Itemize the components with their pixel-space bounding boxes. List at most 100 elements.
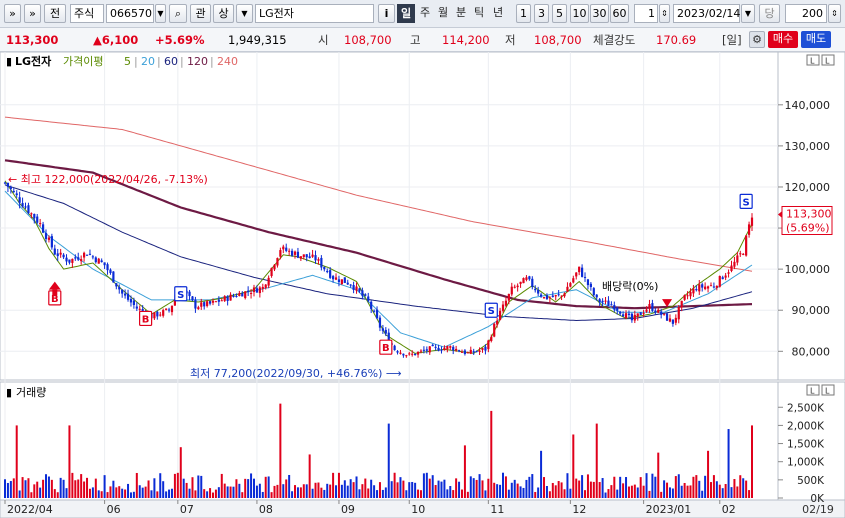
legend-ma-label[interactable]: 가격이평 [63, 55, 103, 68]
legend-ma120[interactable]: 120 [187, 55, 208, 68]
volume-bar [469, 476, 472, 498]
candle-body [97, 258, 100, 264]
price-scale-tag[interactable]: L [810, 57, 815, 66]
volume-bar [191, 477, 194, 498]
candle-body [513, 286, 516, 288]
volume-bar [625, 477, 628, 498]
volume-bar [267, 476, 270, 498]
period-minute-tab[interactable]: 분 [455, 6, 467, 19]
legend-marker: ▮ [6, 55, 12, 68]
volume-bar [575, 478, 578, 498]
price-volume-chart[interactable]: 140,000130,000120,000110,000100,00090,00… [0, 52, 845, 518]
candle-body [50, 236, 53, 248]
buy-button[interactable]: 매수 [768, 31, 798, 48]
spin-icon[interactable]: ⇕ [659, 4, 670, 23]
volume-bar [745, 480, 748, 498]
current-button[interactable]: 당 [759, 4, 780, 23]
code-dropdown-icon[interactable]: ▼ [155, 4, 166, 23]
volume-bar [563, 489, 566, 498]
price-scale-tag-box[interactable] [806, 54, 820, 66]
period-month-tab[interactable]: 월 [437, 6, 449, 19]
period-year-tab[interactable]: 년 [492, 6, 504, 19]
volume-bar [153, 478, 156, 498]
legend-ma5[interactable]: 5 [124, 55, 131, 68]
period-tick-tab[interactable]: 틱 [473, 6, 485, 19]
candle-body [534, 288, 537, 291]
volume-bar [323, 489, 326, 498]
up-button[interactable]: 상 [213, 4, 234, 23]
related-button[interactable]: 관 [190, 4, 211, 23]
legend-ma240[interactable]: 240 [217, 55, 238, 68]
count-input[interactable]: 200 [785, 4, 827, 23]
expand-button[interactable]: » [24, 4, 41, 23]
volume-bar [548, 491, 551, 498]
candle-body [589, 283, 592, 288]
interval-1-button[interactable]: 1 [516, 4, 531, 23]
sell-button[interactable]: 매도 [801, 31, 831, 48]
volume-bar [707, 450, 710, 498]
count-spin-icon[interactable]: ⇕ [828, 4, 841, 23]
volume-bar [557, 481, 560, 498]
volume-bar [680, 485, 683, 498]
volume-scale-tag-box-2[interactable] [821, 384, 835, 396]
calendar-dropdown-icon[interactable]: ▼ [741, 4, 755, 23]
candle-body [47, 237, 51, 240]
volume-bar [12, 478, 15, 498]
change-percent: +5.69% [155, 33, 205, 47]
volume-bar [250, 473, 253, 498]
interval-10-button[interactable]: 10 [570, 4, 589, 23]
period-week-tab[interactable]: 주 [419, 6, 431, 19]
volume-bar [4, 479, 6, 498]
volume-scale-tag-2[interactable]: L [825, 387, 830, 396]
legend-sep-4: | [210, 55, 214, 68]
volume-bar [156, 491, 159, 498]
legend-ma60[interactable]: 60 [164, 55, 178, 68]
interval-spin-input[interactable]: 1 [634, 4, 658, 23]
volume-bar [701, 490, 704, 498]
volume-bar [709, 482, 712, 498]
volume-bar [472, 478, 475, 498]
interval-3-button[interactable]: 3 [534, 4, 549, 23]
interval-30-button[interactable]: 30 [590, 4, 609, 23]
candle-body [449, 346, 452, 348]
volume-bar [162, 481, 165, 498]
candle-body [484, 346, 487, 351]
interval-5-button[interactable]: 5 [552, 4, 567, 23]
candle-body [689, 291, 692, 297]
volume-bar [642, 485, 645, 498]
legend-ma20[interactable]: 20 [141, 55, 155, 68]
date-input[interactable]: 2023/02/14 [673, 4, 740, 23]
volume-bar [545, 485, 548, 498]
settings-gear-icon[interactable]: ⚙ [749, 31, 765, 48]
volume-bar [572, 434, 575, 498]
market-select[interactable]: 주식 [70, 4, 104, 23]
info-button[interactable]: i [378, 4, 395, 23]
volume-scale-tag-box[interactable] [806, 384, 820, 396]
candle-body [217, 299, 220, 302]
open-value: 108,700 [344, 33, 392, 47]
price-scale-tag-2[interactable]: L [825, 57, 830, 66]
volume-bar [150, 490, 153, 498]
volume-bar [434, 485, 437, 498]
volume-scale-tag[interactable]: L [810, 387, 815, 396]
collapse-button[interactable]: » [4, 4, 21, 23]
volume-bar [531, 474, 534, 498]
stock-name-field[interactable]: LG전자 [255, 4, 374, 23]
period-day-tab[interactable]: 일 [397, 4, 415, 23]
price-scale-tag-box-2[interactable] [821, 54, 835, 66]
volume-bar [387, 423, 390, 498]
buy-signal-box [379, 339, 393, 355]
candle-body [414, 353, 417, 356]
volume-bar [106, 492, 109, 498]
code-input[interactable]: 066570 [106, 4, 154, 23]
volume-tick-label: 2,000K [787, 420, 825, 432]
legend-sep-1: | [134, 55, 138, 68]
date-tick-label: 12 [572, 503, 586, 516]
date-axis-pane [0, 499, 845, 518]
volume-bar [636, 487, 639, 498]
interval-60-button[interactable]: 60 [610, 4, 629, 23]
candle-body [510, 286, 513, 295]
search-icon[interactable]: ⌕ [169, 4, 187, 23]
all-button[interactable]: 전 [44, 4, 66, 23]
list-dropdown-icon[interactable]: ▼ [236, 4, 253, 23]
